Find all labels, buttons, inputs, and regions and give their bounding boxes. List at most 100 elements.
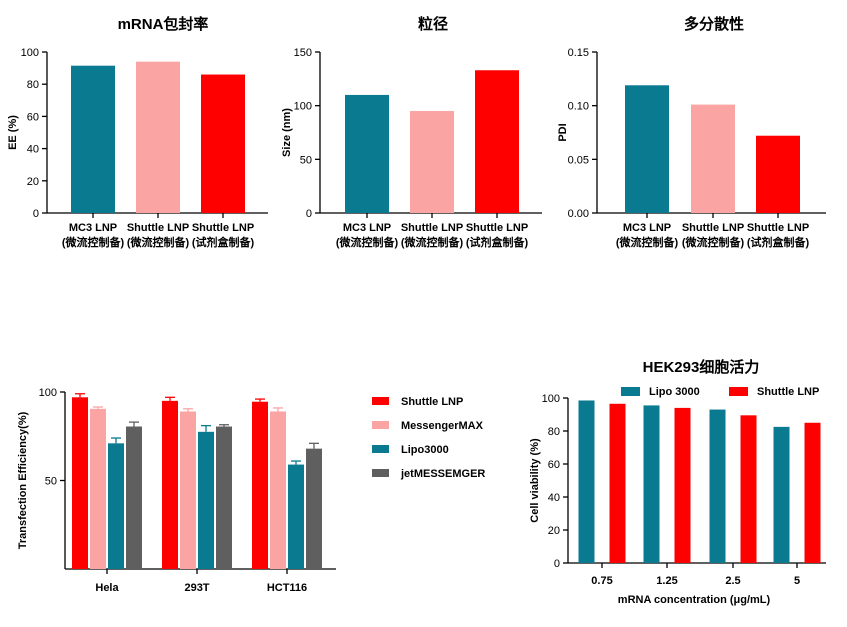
pdi-ytick-label: 0.05 bbox=[568, 154, 589, 166]
size-ytick-label: 150 bbox=[294, 47, 312, 59]
pdi-chart-title: 多分散性 bbox=[684, 15, 744, 33]
ee-category-label: (试剂盒制备) bbox=[192, 235, 255, 249]
ee-ytick-label: 100 bbox=[21, 47, 39, 59]
size-bar bbox=[475, 70, 519, 213]
via-ytick-label: 80 bbox=[548, 426, 560, 438]
via-bar bbox=[709, 409, 726, 563]
ee-ytick-label: 20 bbox=[27, 176, 39, 188]
pdi-bar bbox=[756, 135, 800, 213]
tf-ytick-label: 50 bbox=[45, 476, 57, 488]
via-legend-label: Shuttle LNP bbox=[757, 386, 819, 398]
ee-category-label: Shuttle LNP bbox=[192, 222, 254, 234]
size-ytick-label: 100 bbox=[294, 101, 312, 113]
via-legend-swatch bbox=[729, 387, 748, 396]
tf-legend-label: MessengerMAX bbox=[401, 420, 484, 432]
via-ytick-label: 20 bbox=[548, 525, 560, 537]
size-category-label: Shuttle LNP bbox=[401, 222, 463, 234]
pdi-category-label: (微流控制备) bbox=[682, 235, 745, 249]
ee-bar bbox=[201, 74, 245, 213]
via-legend: Lipo 3000 Shuttle LNP bbox=[621, 386, 819, 398]
pdi-ytick-label: 0.10 bbox=[568, 101, 589, 113]
tf-category-label: 293T bbox=[184, 582, 209, 594]
tf-legend: Shuttle LNP MessengerMAX Lipo3000 jetMESSEM… bbox=[372, 396, 485, 480]
ee-category-label: Shuttle LNP bbox=[127, 222, 189, 234]
ee-bars: MC3 LNP(微流控制备)Shuttle LNP(微流控制备)Shuttle … bbox=[62, 61, 255, 249]
via-ytick-label: 100 bbox=[542, 393, 560, 405]
pdi-category-label: Shuttle LNP bbox=[682, 222, 744, 234]
via-bar bbox=[578, 400, 595, 563]
ee-ytick-label: 80 bbox=[27, 79, 39, 91]
tf-legend-label: Shuttle LNP bbox=[401, 396, 463, 408]
tf-bar bbox=[162, 400, 178, 569]
pdi-bar bbox=[625, 85, 669, 213]
pdi-category-label: (微流控制备) bbox=[616, 235, 679, 249]
pdi-category-label: (试剂盒制备) bbox=[747, 235, 810, 249]
tf-legend-label: jetMESSEMGER bbox=[400, 468, 485, 480]
tf-category-label: HCT116 bbox=[267, 582, 307, 594]
size-category-label: Shuttle LNP bbox=[466, 222, 528, 234]
tf-bar bbox=[288, 464, 304, 569]
size-y-axis-label: Size (nm) bbox=[281, 108, 293, 157]
tf-bar bbox=[126, 426, 142, 569]
tf-ytick-label: 100 bbox=[39, 387, 57, 399]
pdi-bars: MC3 LNP(微流控制备)Shuttle LNP(微流控制备)Shuttle … bbox=[616, 85, 810, 249]
tf-legend-swatch bbox=[372, 445, 389, 453]
via-category-label: 2.5 bbox=[725, 575, 740, 587]
ee-axes: 0 20 40 60 80 100 EE (%) mRNA包封率 bbox=[7, 15, 268, 220]
tf-bar bbox=[270, 411, 286, 569]
ee-category-label: (微流控制备) bbox=[62, 235, 125, 249]
tf-legend-swatch bbox=[372, 469, 389, 477]
tf-category-label: Hela bbox=[95, 582, 119, 594]
size-bars: MC3 LNP(微流控制备)Shuttle LNP(微流控制备)Shuttle … bbox=[336, 70, 529, 249]
pdi-axes: 0.00 0.05 0.10 0.15 PDI 多分散性 bbox=[557, 15, 826, 220]
via-bar bbox=[674, 407, 691, 563]
ee-category-label: MC3 LNP bbox=[69, 222, 117, 234]
tf-bar bbox=[252, 401, 268, 569]
tf-bar bbox=[72, 397, 88, 569]
tf-legend-swatch bbox=[372, 397, 389, 405]
via-category-label: 1.25 bbox=[656, 575, 677, 587]
pdi-category-label: Shuttle LNP bbox=[747, 222, 809, 234]
tf-legend-label: Lipo3000 bbox=[401, 444, 449, 456]
via-y-axis-label: Cell viability (%) bbox=[529, 438, 541, 523]
via-x-axis-label: mRNA concentration (μg/mL) bbox=[618, 594, 771, 606]
via-bar bbox=[609, 403, 626, 563]
tf-bar bbox=[108, 443, 124, 569]
pdi-ytick-label: 0.15 bbox=[568, 47, 589, 59]
via-ytick-label: 60 bbox=[548, 459, 560, 471]
via-bar bbox=[740, 415, 757, 563]
via-bars: 0.75 1.25 2.5 5 mRNA concentration (μg/mL) bbox=[578, 400, 821, 606]
tf-bar bbox=[90, 408, 106, 569]
pdi-category-label: MC3 LNP bbox=[623, 222, 671, 234]
pdi-y-axis-label: PDI bbox=[557, 123, 569, 141]
via-bar bbox=[773, 426, 790, 563]
via-chart-title: HEK293细胞活力 bbox=[643, 358, 760, 376]
size-ytick-label: 0 bbox=[306, 208, 312, 220]
size-category-label: (微流控制备) bbox=[336, 235, 399, 249]
ee-y-axis-label: EE (%) bbox=[7, 115, 19, 150]
tf-bar bbox=[306, 448, 322, 569]
tf-bar bbox=[180, 411, 196, 569]
ee-ytick-label: 0 bbox=[33, 208, 39, 220]
size-ytick-label: 50 bbox=[300, 154, 312, 166]
size-category-label: (试剂盒制备) bbox=[466, 235, 529, 249]
via-bar bbox=[804, 422, 821, 563]
ee-bar bbox=[136, 61, 180, 213]
tf-bars: Hela 293T HCT116 bbox=[72, 393, 322, 594]
ee-ytick-label: 60 bbox=[27, 111, 39, 123]
size-bar bbox=[345, 94, 389, 213]
ee-bar bbox=[71, 65, 115, 213]
tf-bar bbox=[216, 426, 232, 569]
via-bar bbox=[643, 405, 660, 563]
via-category-label: 5 bbox=[794, 575, 800, 587]
tf-y-axis-label: Transfection Efficiency(%) bbox=[17, 411, 29, 549]
via-legend-swatch bbox=[621, 387, 640, 396]
via-ytick-label: 0 bbox=[554, 558, 560, 570]
size-category-label: MC3 LNP bbox=[343, 222, 391, 234]
via-ytick-label: 40 bbox=[548, 492, 560, 504]
size-bar bbox=[410, 111, 454, 213]
ee-category-label: (微流控制备) bbox=[127, 235, 190, 249]
via-legend-label: Lipo 3000 bbox=[649, 386, 700, 398]
size-chart-title: 粒径 bbox=[418, 15, 448, 33]
